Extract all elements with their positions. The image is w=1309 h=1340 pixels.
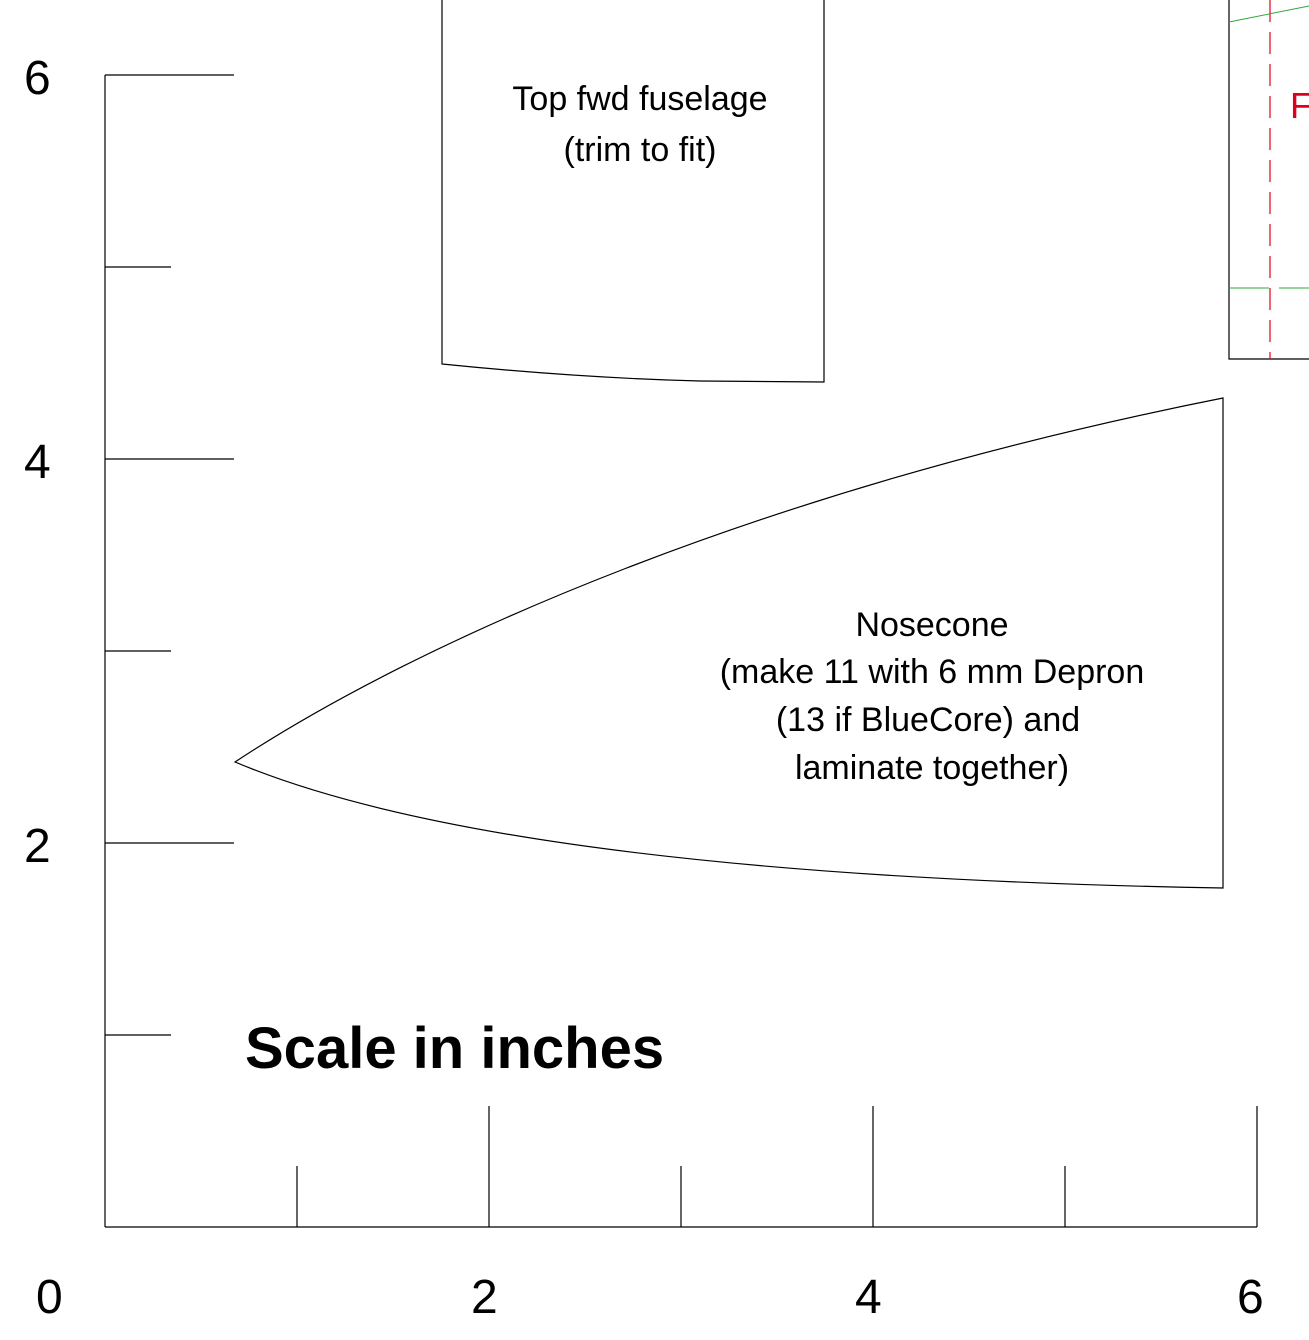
nosecone-part: Nosecone (make 11 with 6 mm Depron (13 i… (233, 397, 1224, 889)
vertical-scale (104, 74, 234, 1227)
y-label-4: 4 (24, 436, 51, 489)
x-label-6: 6 (1237, 1271, 1264, 1324)
partial-part-outline (1228, 0, 1309, 360)
horizontal-scale (105, 1106, 1258, 1228)
nosecone-label-line4: laminate together) (795, 749, 1069, 787)
x-label-2: 2 (471, 1271, 498, 1324)
nosecone-label-line2: (make 11 with 6 mm Depron (720, 653, 1145, 691)
green-guide-line-top (1228, 5, 1309, 23)
x-label-0: 0 (36, 1271, 63, 1324)
nosecone-outline (233, 397, 1224, 889)
top-fwd-fuselage-outline (441, 0, 825, 383)
partial-part-top-right: F (1228, 0, 1309, 360)
top-fwd-fuselage-part: Top fwd fuselage (trim to fit) (441, 0, 825, 383)
x-label-4: 4 (855, 1271, 882, 1324)
top-fwd-fuselage-label-line1: Top fwd fuselage (512, 80, 767, 118)
y-label-6: 6 (24, 52, 51, 105)
scale-title: Scale in inches (245, 1016, 664, 1081)
partial-part-label: F (1290, 85, 1309, 126)
top-fwd-fuselage-label-line2: (trim to fit) (564, 131, 717, 169)
nosecone-label-line3: (13 if BlueCore) and (776, 701, 1080, 739)
y-label-2: 2 (24, 820, 51, 873)
nosecone-label-line1: Nosecone (855, 606, 1008, 644)
